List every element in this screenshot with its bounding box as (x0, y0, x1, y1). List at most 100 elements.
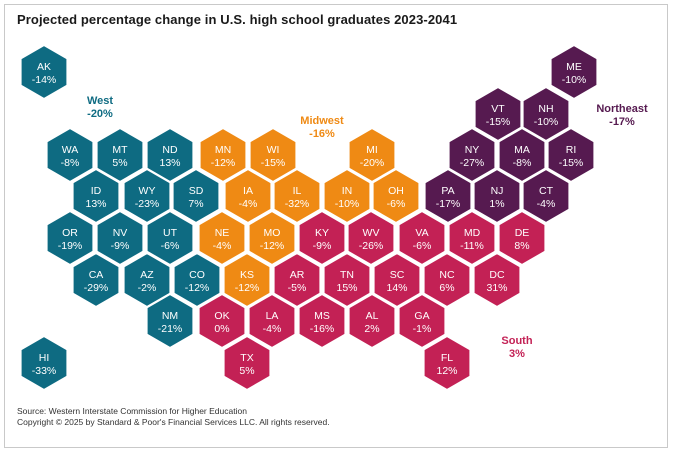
state-value: -10% (534, 116, 559, 128)
hex-shape (122, 167, 172, 225)
state-abbr: SD (189, 185, 204, 197)
state-hex-ks: KS-12% (222, 251, 272, 309)
region-name: Northeast (596, 103, 648, 115)
hex-shape (371, 167, 421, 225)
state-hex-ky: KY-9% (297, 209, 347, 267)
state-abbr: MO (264, 227, 281, 239)
state-hex-va: VA-6% (397, 209, 447, 267)
state-abbr: WA (62, 144, 79, 156)
state-abbr: NV (113, 227, 128, 239)
state-value: -17% (436, 198, 461, 210)
state-value: -21% (158, 323, 183, 335)
hex-shape (222, 251, 272, 309)
state-hex-ia: IA-4% (223, 167, 273, 225)
state-hex-in: IN-10% (322, 167, 372, 225)
state-value: -4% (213, 240, 232, 252)
hex-shape (372, 251, 422, 309)
state-value: -19% (58, 240, 83, 252)
state-abbr: WY (139, 185, 156, 197)
state-abbr: NH (538, 103, 553, 115)
state-abbr: MN (215, 144, 231, 156)
state-hex-nh: NH-10% (521, 85, 571, 143)
hex-shape (422, 334, 472, 392)
state-abbr: MT (112, 144, 128, 156)
state-value: -27% (460, 157, 485, 169)
region-value: -17% (609, 116, 635, 128)
state-hex-wv: WV-26% (346, 209, 396, 267)
source-note: Source: Western Interstate Commission fo… (17, 406, 247, 416)
hex-shape (223, 167, 273, 225)
region-label-west: West-20% (87, 95, 113, 120)
state-value: 14% (386, 282, 407, 294)
hex-shape (347, 292, 397, 350)
state-abbr: NY (465, 144, 480, 156)
state-value: 5% (239, 365, 254, 377)
state-hex-nm: NM-21% (145, 292, 195, 350)
hex-shape (198, 126, 248, 184)
state-hex-ny: NY-27% (447, 126, 497, 184)
state-abbr: CT (539, 185, 554, 197)
hex-shape (247, 292, 297, 350)
state-value: -15% (261, 157, 286, 169)
state-abbr: SC (390, 269, 405, 281)
state-value: -6% (413, 240, 432, 252)
state-abbr: IA (243, 185, 253, 197)
state-value: -32% (285, 198, 310, 210)
state-value: 13% (159, 157, 180, 169)
state-abbr: KY (315, 227, 329, 239)
state-value: -2% (138, 282, 157, 294)
hex-shape (497, 209, 547, 267)
state-value: -6% (161, 240, 180, 252)
state-value: -10% (562, 74, 587, 86)
region-value: -20% (87, 108, 113, 120)
state-value: -9% (111, 240, 130, 252)
state-abbr: MD (464, 227, 481, 239)
state-value: -23% (135, 198, 160, 210)
state-hex-co: CO-12% (172, 251, 222, 309)
hex-shape (422, 251, 472, 309)
state-value: 1% (489, 198, 504, 210)
state-hex-mn: MN-12% (198, 126, 248, 184)
state-abbr: OR (62, 227, 78, 239)
state-value: -10% (335, 198, 360, 210)
state-abbr: OH (388, 185, 404, 197)
hex-shape (297, 292, 347, 350)
state-value: -4% (239, 198, 258, 210)
state-abbr: PA (441, 185, 454, 197)
state-hex-md: MD-11% (447, 209, 497, 267)
state-abbr: VA (415, 227, 428, 239)
state-abbr: MI (366, 144, 378, 156)
state-value: -12% (211, 157, 236, 169)
state-abbr: CO (189, 269, 205, 281)
hex-shape (247, 209, 297, 267)
hex-shape (95, 209, 145, 267)
hex-shape (145, 292, 195, 350)
state-hex-nc: NC6% (422, 251, 472, 309)
hex-shape (423, 167, 473, 225)
state-value: -33% (32, 365, 57, 377)
hex-shape (447, 209, 497, 267)
state-hex-vt: VT-15% (473, 85, 523, 143)
state-value: 31% (486, 282, 507, 294)
hex-shape (549, 43, 599, 101)
state-abbr: AL (366, 310, 379, 322)
state-abbr: AR (290, 269, 305, 281)
state-value: -20% (360, 157, 385, 169)
hex-shape (197, 209, 247, 267)
state-abbr: KS (240, 269, 254, 281)
region-name: Midwest (300, 115, 344, 127)
hex-shape (171, 167, 221, 225)
state-abbr: IN (342, 185, 353, 197)
state-value: -1% (413, 323, 432, 335)
state-abbr: NJ (491, 185, 504, 197)
state-abbr: IL (293, 185, 302, 197)
state-value: -15% (559, 157, 584, 169)
state-hex-ut: UT-6% (145, 209, 195, 267)
state-abbr: MA (514, 144, 530, 156)
state-value: -12% (260, 240, 285, 252)
state-value: -11% (460, 240, 484, 252)
hex-shape (45, 126, 95, 184)
